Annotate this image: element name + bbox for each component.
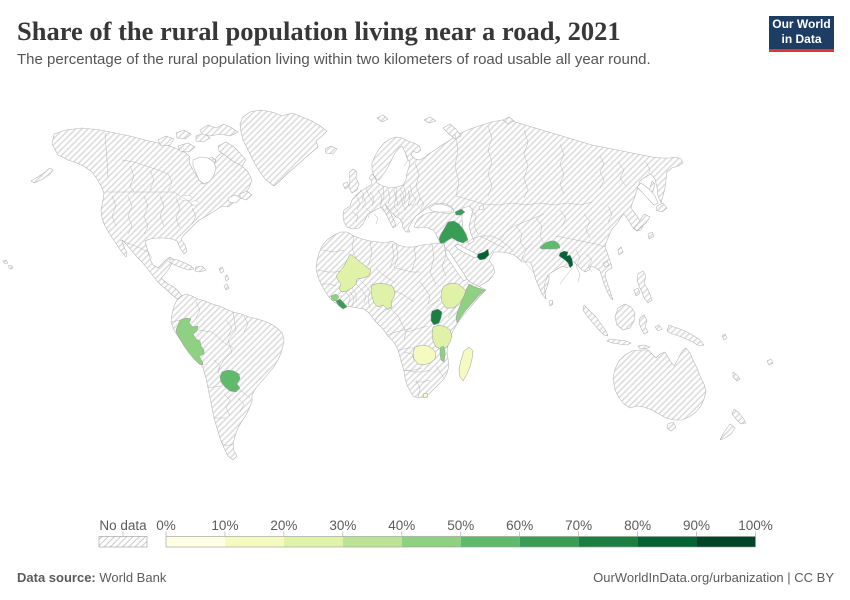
svg-text:80%: 80% [624,518,651,533]
svg-text:70%: 70% [565,518,592,533]
svg-text:10%: 10% [211,518,238,533]
svg-text:20%: 20% [270,518,297,533]
svg-text:30%: 30% [329,518,356,533]
svg-text:60%: 60% [506,518,533,533]
svg-text:100%: 100% [738,518,773,533]
svg-text:90%: 90% [683,518,710,533]
svg-text:40%: 40% [388,518,415,533]
svg-text:50%: 50% [447,518,474,533]
svg-text:No data: No data [99,518,147,533]
svg-text:0%: 0% [156,518,176,533]
